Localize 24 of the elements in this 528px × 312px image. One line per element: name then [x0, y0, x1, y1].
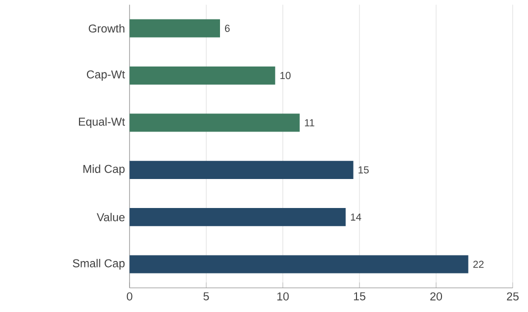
y-tick-label: Value [96, 213, 125, 222]
data-label: 15 [358, 166, 369, 174]
bar [130, 114, 300, 132]
x-tick-label: 20 [430, 292, 442, 301]
x-tick-label: 5 [203, 292, 209, 300]
y-tick-label: Small Cap [72, 259, 125, 270]
x-tick-label: 0 [126, 292, 132, 301]
data-label: 10 [280, 72, 291, 80]
y-tick-label: Mid Cap [83, 164, 125, 176]
bar [130, 66, 276, 85]
y-tick-label: Cap-Wt [86, 70, 125, 81]
y-tick-label: Growth [88, 24, 124, 33]
data-label: 22 [473, 260, 484, 268]
bar [130, 160, 354, 180]
x-tick-label: 15 [354, 292, 366, 300]
data-label: 14 [350, 214, 362, 221]
data-label: 11 [304, 119, 314, 126]
x-tick-label: 25 [506, 292, 519, 301]
bar [130, 255, 468, 274]
y-tick-label: Equal-Wt [78, 118, 125, 128]
bar [130, 208, 346, 226]
bar [130, 19, 220, 38]
x-tick-label: 10 [277, 292, 289, 301]
data-label: 6 [225, 24, 230, 32]
